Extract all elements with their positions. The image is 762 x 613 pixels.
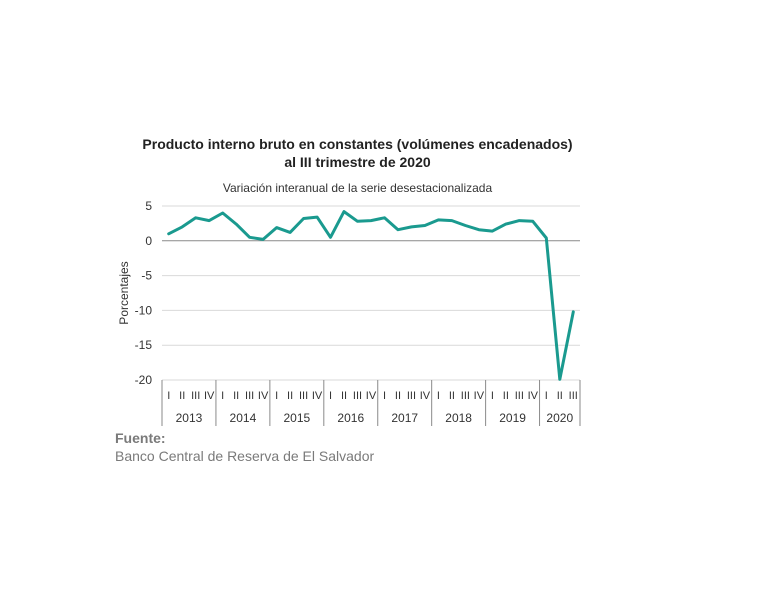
x-tick-label: II (557, 390, 563, 402)
x-tick-label: IV (528, 390, 539, 402)
data-point (572, 310, 575, 313)
x-tick-label: III (569, 390, 578, 402)
data-point (518, 219, 521, 222)
x-tick-label: II (449, 390, 455, 402)
x-tick-label: I (167, 390, 170, 402)
y-tick-label: 5 (145, 199, 152, 213)
x-tick-label: II (503, 390, 509, 402)
data-point (275, 226, 278, 229)
y-tick-label: -5 (141, 269, 152, 283)
data-point (397, 228, 400, 231)
y-tick-label: -20 (135, 373, 153, 387)
data-point (167, 232, 170, 235)
chart-title: Producto interno bruto en constantes (vo… (110, 135, 605, 171)
x-tick-label: I (275, 390, 278, 402)
data-point (370, 219, 373, 222)
x-tick-label: III (299, 390, 308, 402)
x-tick-label: III (461, 390, 470, 402)
data-point (424, 224, 427, 227)
data-point (451, 219, 454, 222)
x-tick-label: III (245, 390, 254, 402)
source-text: Banco Central de Reserva de El Salvador (115, 448, 375, 464)
x-tick-label: III (407, 390, 416, 402)
y-tick-label: -15 (135, 338, 153, 352)
chart-subtitle: Variación interanual de la serie desesta… (222, 181, 493, 195)
data-point (477, 228, 480, 231)
x-tick-label: IV (312, 390, 323, 402)
x-tick-label: I (221, 390, 224, 402)
data-point (383, 216, 386, 219)
y-tick-label: 0 (145, 234, 152, 248)
data-point (356, 220, 359, 223)
x-tick-label: IV (474, 390, 485, 402)
x-tick-label: IV (204, 390, 215, 402)
x-tick-label: II (233, 390, 239, 402)
year-label: 2013 (176, 411, 203, 425)
data-point (221, 212, 224, 215)
data-point (504, 223, 507, 226)
data-point (316, 216, 319, 219)
data-point (248, 236, 251, 239)
x-tick-label: IV (258, 390, 269, 402)
year-label: 2015 (283, 411, 310, 425)
data-point (545, 237, 548, 240)
x-tick-label: I (491, 390, 494, 402)
x-tick-label: I (383, 390, 386, 402)
year-label: 2020 (546, 411, 573, 425)
data-point (329, 236, 332, 239)
data-point (208, 219, 211, 222)
y-axis-label: Porcentajes (117, 261, 131, 324)
x-tick-label: III (353, 390, 362, 402)
year-label: 2016 (337, 411, 364, 425)
data-point (343, 210, 346, 213)
x-tick-label: II (287, 390, 293, 402)
year-label: 2019 (499, 411, 526, 425)
data-point (235, 223, 238, 226)
data-point (194, 216, 197, 219)
data-point (437, 219, 440, 222)
x-tick-label: III (191, 390, 200, 402)
data-point (289, 231, 292, 234)
y-tick-label: -10 (135, 303, 153, 317)
data-point (558, 378, 561, 381)
year-label: 2017 (391, 411, 418, 425)
data-point (491, 230, 494, 233)
x-tick-label: I (545, 390, 548, 402)
x-tick-label: I (437, 390, 440, 402)
x-tick-label: II (341, 390, 347, 402)
x-tick-label: II (179, 390, 185, 402)
data-point (464, 224, 467, 227)
data-point (302, 217, 305, 220)
source-label: Fuente: (115, 430, 166, 446)
x-tick-label: IV (420, 390, 431, 402)
data-point (531, 220, 534, 223)
chart-title-line-2: al III trimestre de 2020 (284, 154, 431, 170)
year-label: 2014 (230, 411, 257, 425)
x-tick-label: III (515, 390, 524, 402)
data-point (181, 225, 184, 228)
chart-title-line-1: Producto interno bruto en constantes (vo… (142, 136, 573, 152)
data-point (262, 238, 265, 241)
x-tick-label: I (329, 390, 332, 402)
x-tick-label: II (395, 390, 401, 402)
series-line (167, 210, 575, 381)
x-tick-label: IV (366, 390, 377, 402)
year-label: 2018 (445, 411, 472, 425)
data-point (410, 225, 413, 228)
